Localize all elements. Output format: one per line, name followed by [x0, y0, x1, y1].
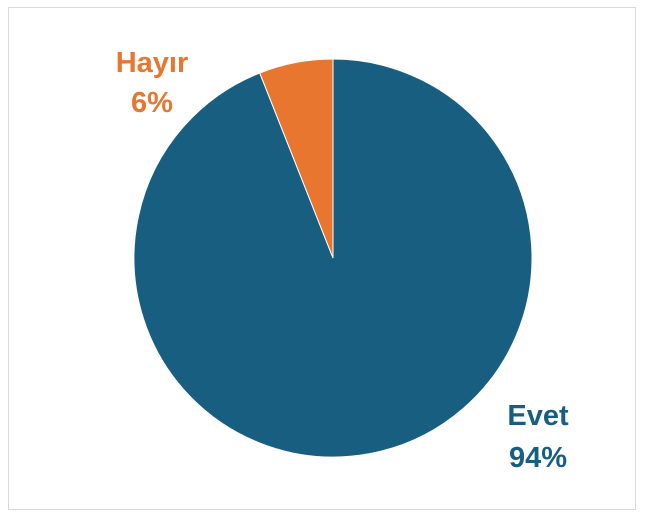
- slice-label-hayir-name: Hayır: [116, 47, 189, 79]
- pie-slices: [133, 58, 533, 458]
- slice-label-evet-name: Evet: [507, 400, 569, 432]
- slice-label-evet-percent: 94%: [509, 442, 567, 474]
- pie-slice-hay-r: [259, 58, 334, 259]
- slice-label-hayir-percent: 6%: [131, 87, 173, 119]
